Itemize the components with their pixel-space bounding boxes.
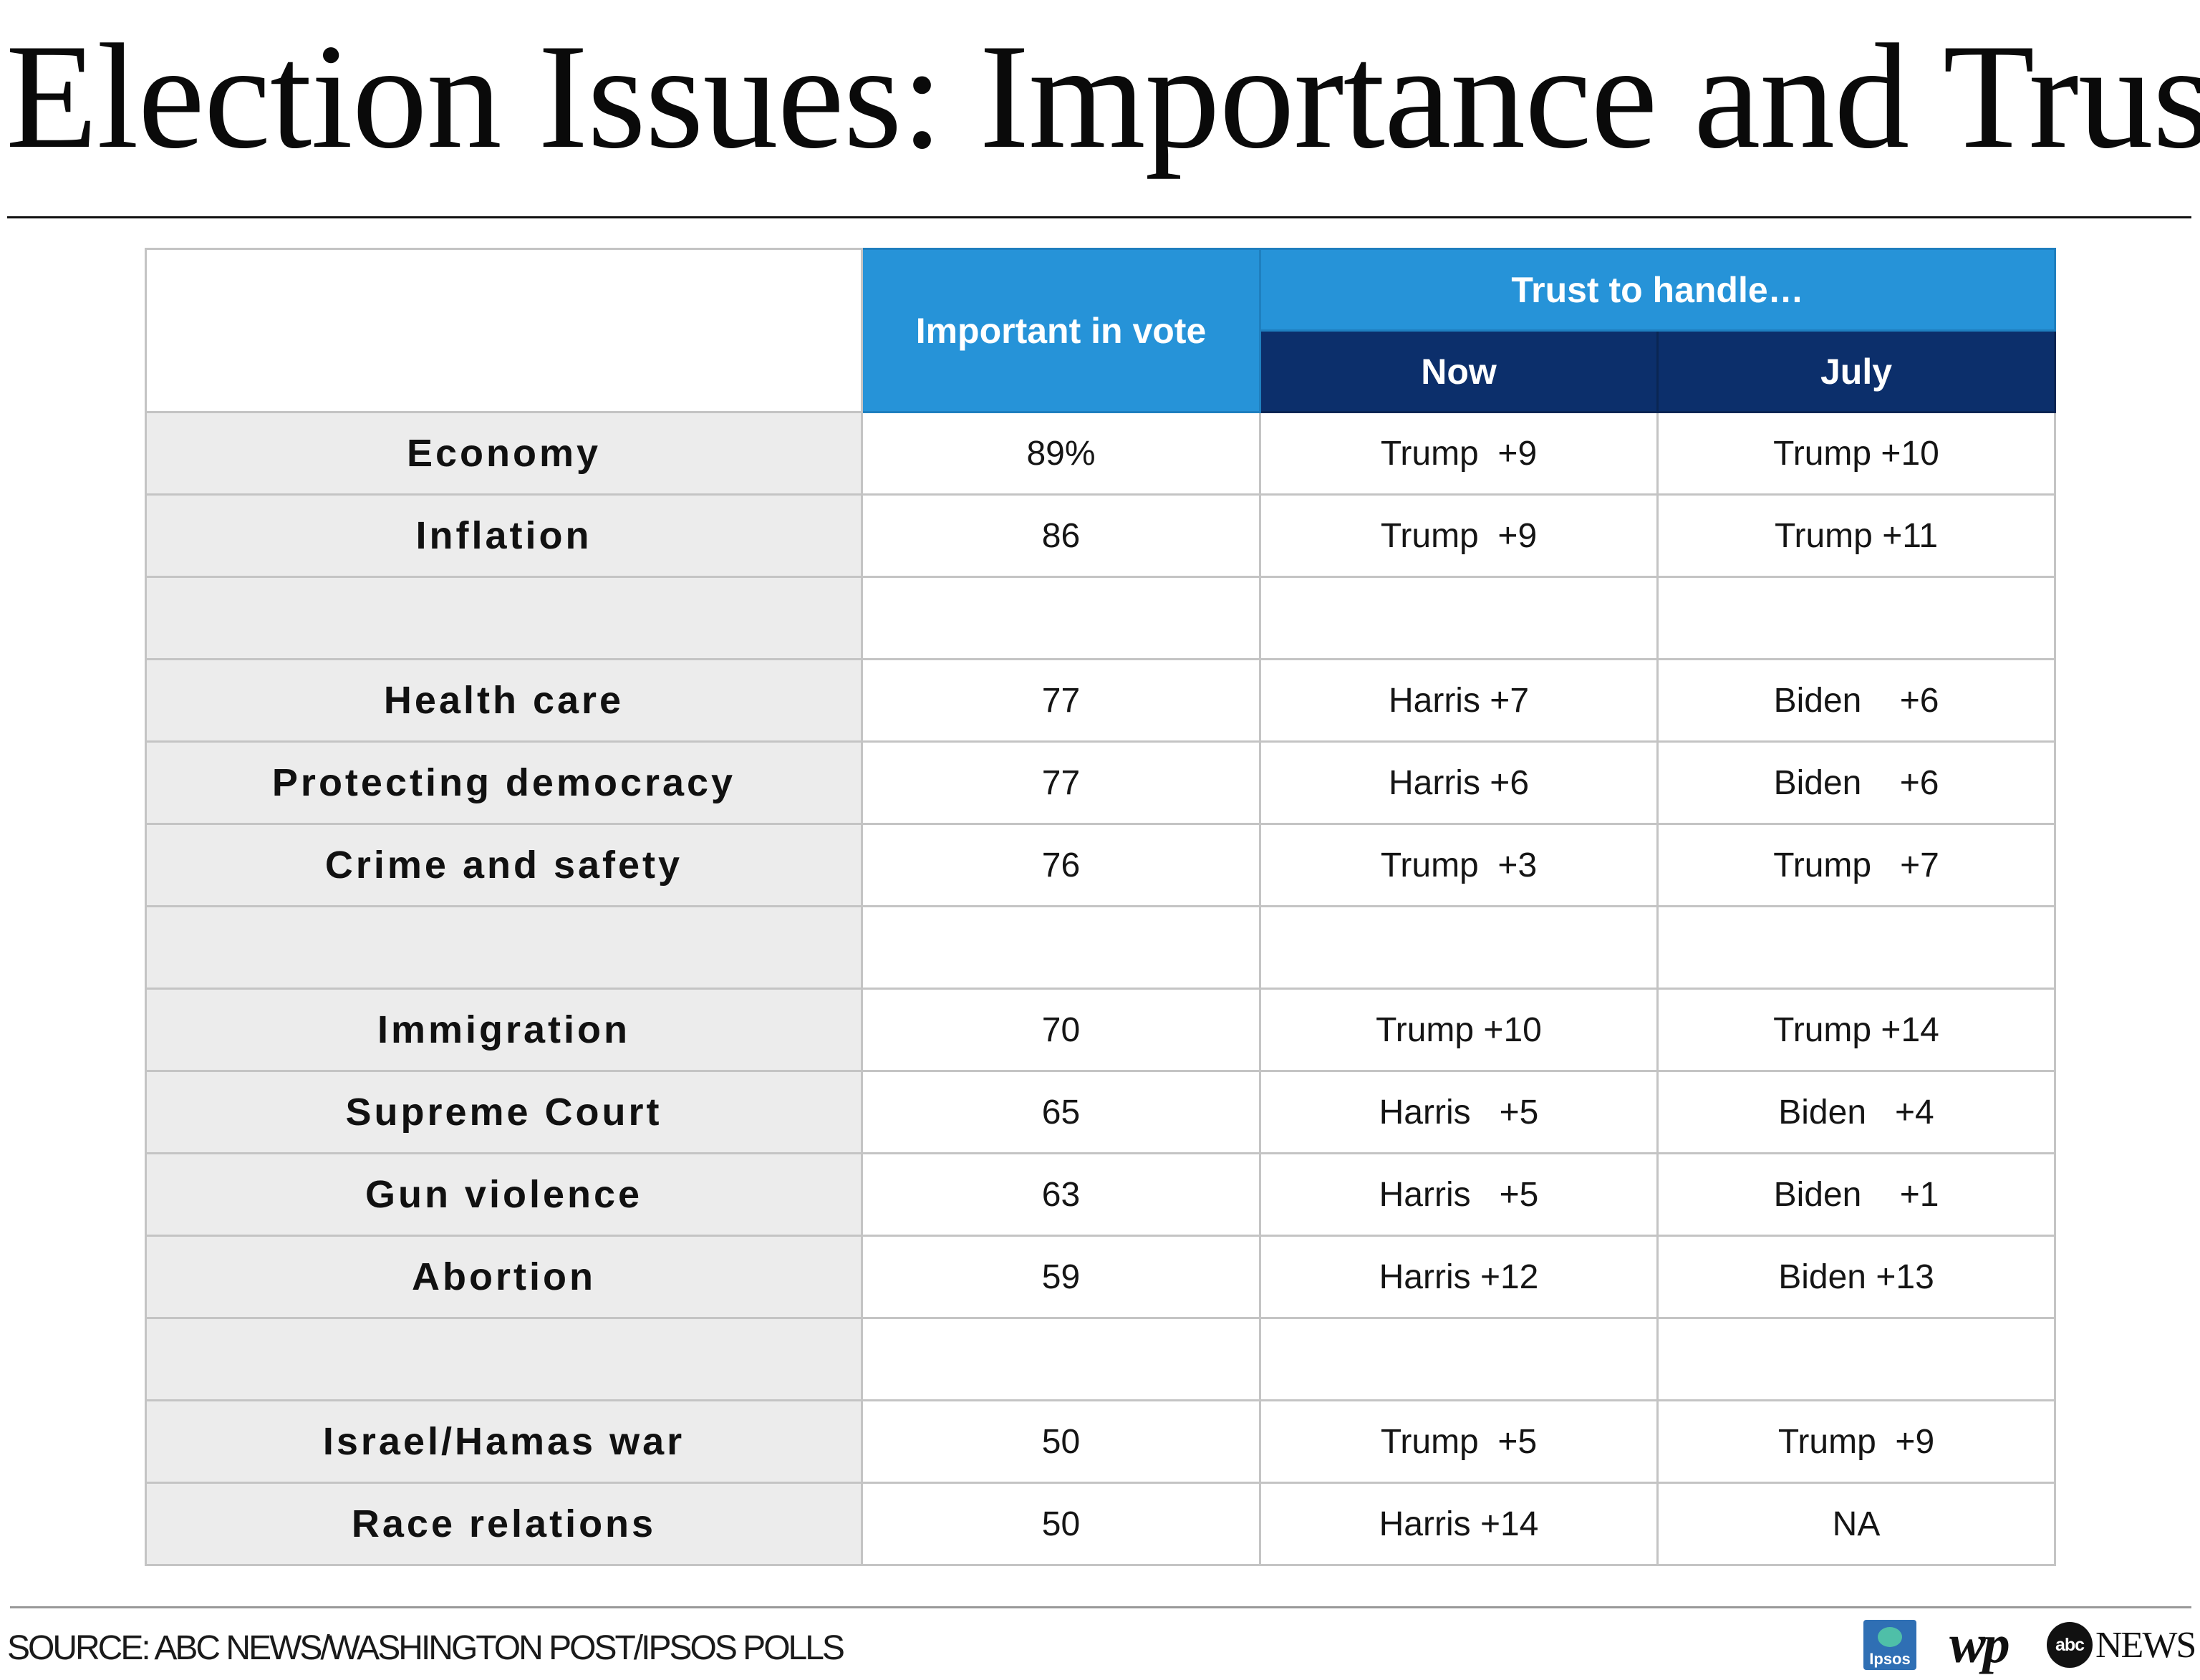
spacer-cell [1656,905,2057,990]
trust-now-cell: Trump +10 [1259,988,1659,1072]
issue-name-cell: Economy [145,411,863,496]
table-row: Crime and safety 76 Trump +3 Trump +7 [145,823,2057,907]
trust-now-cell: Harris +5 [1259,1070,1659,1154]
title-divider [7,216,2191,218]
issues-table: Important in vote Trust to handle… Now J… [145,248,2057,1566]
table-body: Economy 89% Trump +9 Trump +10 Inflation 86 Tr… [145,411,2057,1566]
important-in-vote-cell: 63 [861,1152,1261,1237]
trust-now-cell: Harris +12 [1259,1235,1659,1319]
ipsos-logo: Ipsos [1863,1620,1916,1670]
table-row: Supreme Court 65 Harris +5 Biden +4 [145,1070,2057,1154]
table-row: Protecting democracy 77 Harris +6 Biden +6 [145,740,2057,825]
table-row: Health care 77 Harris +7 Biden +6 [145,658,2057,743]
spacer-cell [861,576,1261,660]
header-now: Now [1259,329,1659,413]
important-in-vote-cell: 86 [861,493,1261,578]
trust-now-cell: Trump +9 [1259,493,1659,578]
issue-name-cell: Israel/Hamas war [145,1399,863,1484]
spacer-row [145,1317,2057,1401]
important-in-vote-cell: 89% [861,411,1261,496]
table-row: Economy 89% Trump +9 Trump +10 [145,411,2057,496]
important-in-vote-cell: 77 [861,740,1261,825]
trust-july-cell: Trump +7 [1656,823,2057,907]
spacer-row [145,905,2057,990]
issue-name-cell: Inflation [145,493,863,578]
spacer-cell [145,905,863,990]
issue-name-cell: Immigration [145,988,863,1072]
important-in-vote-cell: 50 [861,1399,1261,1484]
trust-now-cell: Trump +9 [1259,411,1659,496]
spacer-cell [145,576,863,660]
important-in-vote-cell: 65 [861,1070,1261,1154]
issue-name-cell: Health care [145,658,863,743]
spacer-cell [1259,905,1659,990]
footer-divider [10,1606,2191,1608]
spacer-cell [1259,576,1659,660]
table-corner-cell [145,248,863,413]
important-in-vote-cell: 59 [861,1235,1261,1319]
trust-now-cell: Harris +6 [1259,740,1659,825]
important-in-vote-cell: 50 [861,1482,1261,1566]
page-title: Election Issues: Importance and Trust [6,14,2200,180]
spacer-cell [861,1317,1261,1401]
source-note: SOURCE: ABC NEWS/WASHINGTON POST/IPSOS P… [7,1629,845,1667]
spacer-cell [1259,1317,1659,1401]
trust-now-cell: Trump +3 [1259,823,1659,907]
table-row: Immigration 70 Trump +10 Trump +14 [145,988,2057,1072]
spacer-cell [861,905,1261,990]
trust-now-cell: Harris +7 [1259,658,1659,743]
table-row: Gun violence 63 Harris +5 Biden +1 [145,1152,2057,1237]
ipsos-logo-text: Ipsos [1869,1650,1911,1668]
abc-news-wordmark: NEWS [2095,1624,2196,1666]
issue-name-cell: Protecting democracy [145,740,863,825]
trust-july-cell: Biden +6 [1656,740,2057,825]
table-row: Abortion 59 Harris +12 Biden +13 [145,1235,2057,1319]
table-row: Race relations 50 Harris +14 NA [145,1482,2057,1566]
trust-now-cell: Harris +14 [1259,1482,1659,1566]
table-row: Inflation 86 Trump +9 Trump +11 [145,493,2057,578]
issue-name-cell: Supreme Court [145,1070,863,1154]
trust-july-cell: NA [1656,1482,2057,1566]
important-in-vote-cell: 76 [861,823,1261,907]
issue-name-cell: Crime and safety [145,823,863,907]
spacer-cell [1656,576,2057,660]
trust-july-cell: Biden +1 [1656,1152,2057,1237]
spacer-cell [1656,1317,2057,1401]
header-important-in-vote: Important in vote [861,248,1261,413]
abc-news-logo: abc NEWS [2047,1621,2196,1669]
header-july: July [1656,329,2057,413]
header-trust-to-handle: Trust to handle… [1258,248,2057,332]
trust-july-cell: Biden +13 [1656,1235,2057,1319]
washington-post-logo: wp [1949,1614,2010,1674]
trust-july-cell: Trump +10 [1656,411,2057,496]
spacer-row [145,576,2057,660]
issue-name-cell: Race relations [145,1482,863,1566]
spacer-cell [145,1317,863,1401]
abc-logo-disc: abc [2047,1622,2093,1668]
issue-name-cell: Gun violence [145,1152,863,1237]
trust-now-cell: Trump +5 [1259,1399,1659,1484]
important-in-vote-cell: 70 [861,988,1261,1072]
important-in-vote-cell: 77 [861,658,1261,743]
trust-july-cell: Trump +9 [1656,1399,2057,1484]
trust-july-cell: Trump +11 [1656,493,2057,578]
table-row: Israel/Hamas war 50 Trump +5 Trump +9 [145,1399,2057,1484]
trust-july-cell: Biden +4 [1656,1070,2057,1154]
ipsos-swoosh-icon [1878,1627,1902,1647]
trust-july-cell: Biden +6 [1656,658,2057,743]
trust-july-cell: Trump +14 [1656,988,2057,1072]
trust-now-cell: Harris +5 [1259,1152,1659,1237]
issue-name-cell: Abortion [145,1235,863,1319]
